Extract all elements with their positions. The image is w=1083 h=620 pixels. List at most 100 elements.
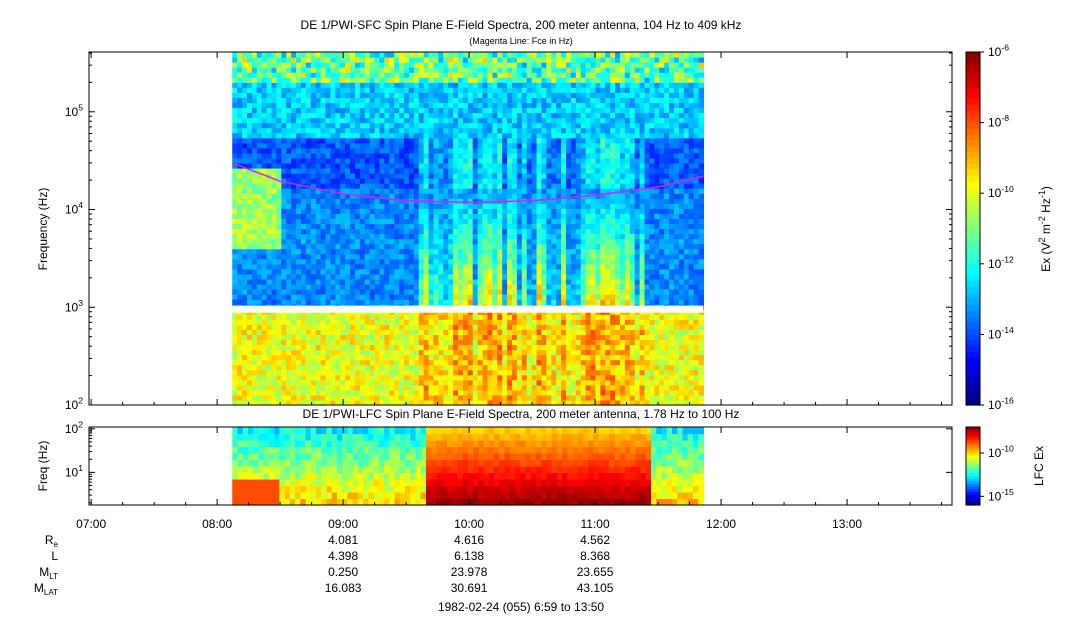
sfc-colorbar-swatch [966, 357, 980, 365]
sfc-colorbar-swatch [966, 252, 980, 259]
sfc-y-tick-label: 105 [65, 102, 83, 118]
sfc-colorbar-swatch [966, 304, 980, 312]
ephemeris-value: 4.562 [580, 533, 610, 547]
lfc-colorbar-label: LFC Ex [1032, 446, 1046, 486]
sfc-colorbar-label: Ex (V2 m-2 Hz-1) [1037, 186, 1053, 272]
lfc-colorbar-swatch [966, 434, 980, 438]
ephemeris-value: 30.691 [451, 581, 488, 595]
lfc-colorbar-swatch [966, 499, 980, 503]
sfc-colorbar-swatch [966, 216, 980, 224]
lfc-colorbar-swatch [966, 453, 980, 457]
sfc-colorbar-tick-label: 10-8 [988, 113, 1009, 129]
lfc-colorbar-swatch [966, 484, 980, 488]
ephemeris-value: 8.368 [580, 549, 610, 563]
lfc-colorbar-swatch [966, 494, 980, 498]
lfc-y-axis-label: Freq (Hz) [36, 441, 50, 492]
ephemeris-value: 0.250 [328, 565, 358, 579]
lfc-y-axis: 101 102 [65, 419, 952, 504]
ephemeris-value: 23.655 [577, 565, 614, 579]
sfc-colorbar-swatch [966, 210, 980, 218]
lfc-colorbar-swatch [966, 489, 980, 493]
sfc-colorbar-swatch [966, 228, 980, 235]
ephemeris-value: 4.398 [328, 549, 358, 563]
lfc-colorbar-swatch [966, 450, 980, 454]
lfc-colorbar-swatch [966, 458, 980, 462]
lfc-colorbar-swatch [966, 447, 980, 451]
sfc-colorbar-swatch [966, 175, 980, 183]
lfc-colorbar-swatch [966, 437, 980, 441]
lfc-colorbar-swatch [966, 502, 980, 506]
sfc-colorbar-swatch [966, 346, 980, 353]
sfc-colorbar-swatch [966, 375, 980, 383]
lfc-y-tick-label: 101 [65, 463, 83, 479]
lfc-colorbar-swatch [966, 473, 980, 477]
time-tick-label: 09:00 [328, 517, 358, 531]
sfc-colorbar-swatch [966, 316, 980, 324]
sfc-colorbar-swatch [966, 234, 980, 241]
lfc-colorbar-swatch [966, 460, 980, 464]
lfc-colorbar-swatch [966, 455, 980, 459]
fce-line [231, 162, 704, 204]
sfc-colorbar-swatch [966, 334, 980, 341]
sfc-colorbar-swatch [966, 328, 980, 335]
sfc-colorbar-swatch [966, 87, 980, 94]
lfc-colorbar: 10-10 10-15 [965, 426, 1014, 506]
lfc-colorbar-frame [965, 426, 981, 506]
sfc-colorbar-swatch [966, 399, 980, 406]
sfc-colorbar-swatch [966, 128, 980, 135]
sfc-colorbar-swatch [966, 169, 980, 177]
sfc-colorbar-swatch [966, 152, 980, 159]
sfc-colorbar-swatch [966, 299, 980, 306]
lfc-colorbar-swatch [966, 486, 980, 490]
sfc-colorbar-swatch [966, 75, 980, 83]
sfc-spectrogram-image [232, 52, 705, 406]
sfc-colorbar-swatch [966, 387, 980, 394]
sfc-colorbar-swatch [966, 157, 980, 165]
lfc-panel: DE 1/PWI-LFC Spin Plane E-Field Spectra,… [36, 407, 1046, 506]
lfc-colorbar-swatch [966, 476, 980, 480]
sfc-subtitle: (Magenta Line: Fce in Hz) [469, 36, 573, 46]
sfc-y-tick-label: 103 [65, 298, 83, 314]
time-tick-label: 07:00 [76, 517, 106, 531]
lfc-colorbar-swatch [966, 479, 980, 483]
time-tick-label: 08:00 [202, 517, 232, 531]
sfc-colorbar-tick-label: 10-16 [988, 396, 1014, 412]
sfc-colorbar-swatch [966, 116, 980, 124]
sfc-colorbar-swatch [966, 63, 980, 71]
sfc-colorbar-swatch [966, 140, 980, 147]
lfc-title: DE 1/PWI-LFC Spin Plane E-Field Spectra,… [303, 407, 740, 421]
sfc-colorbar-swatch [966, 199, 980, 206]
lfc-colorbar-swatch [966, 432, 980, 436]
sfc-colorbar-tick-label: 10-12 [988, 254, 1014, 270]
sfc-colorbar-swatch [966, 263, 980, 271]
sfc-colorbar: 10-6 10-8 10-10 10-12 10-14 10-16 [965, 43, 1014, 412]
ephemeris-row-label: Re [45, 533, 59, 549]
time-range-footer: 1982-02-24 (055) 6:59 to 13:50 [438, 600, 604, 614]
sfc-colorbar-swatch [966, 287, 980, 294]
sfc-colorbar-swatch [966, 281, 980, 288]
ephemeris-value: 4.616 [454, 533, 484, 547]
sfc-colorbar-swatch [966, 163, 980, 171]
sfc-colorbar-tick-label: 10-6 [988, 43, 1009, 59]
sfc-colorbar-swatch [966, 93, 980, 100]
sfc-y-axis: 102 103 104 105 [65, 52, 952, 412]
lfc-y-tick-label: 102 [65, 419, 83, 435]
sfc-colorbar-swatch [966, 293, 980, 300]
time-tick-label: 12:00 [706, 517, 736, 531]
ephemeris-value: 6.138 [454, 549, 484, 563]
sfc-panel: DE 1/PWI-SFC Spin Plane E-Field Spectra,… [36, 18, 1053, 412]
sfc-colorbar-swatch [966, 193, 980, 200]
sfc-colorbar-swatch [966, 363, 980, 371]
sfc-y-tick-label: 102 [65, 396, 83, 412]
lfc-colorbar-swatch [966, 463, 980, 467]
sfc-colorbar-swatch [966, 52, 980, 59]
ephemeris-value: 23.978 [451, 565, 488, 579]
ephemeris-row-label: MLT [39, 565, 58, 581]
sfc-colorbar-swatch [966, 57, 980, 65]
sfc-colorbar-swatch [966, 99, 980, 106]
sfc-colorbar-swatch [966, 240, 980, 247]
sfc-colorbar-swatch [966, 110, 980, 118]
lfc-colorbar-swatch [966, 481, 980, 485]
sfc-colorbar-swatch [966, 222, 980, 230]
